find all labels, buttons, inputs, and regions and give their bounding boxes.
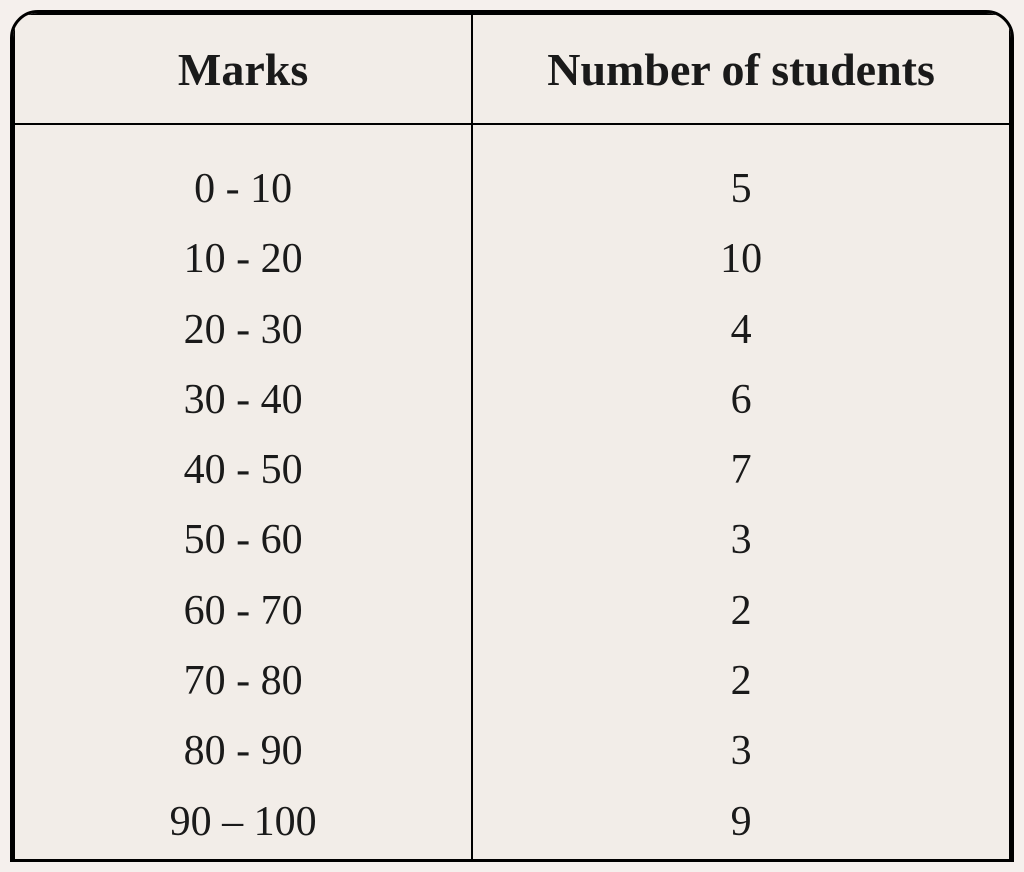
frequency-table: Marks Number of students 0 - 10 10 - 20 … — [10, 10, 1014, 862]
students-list: 5 10 4 6 7 3 2 2 3 9 — [483, 145, 999, 846]
students-value: 9 — [483, 798, 999, 846]
column-header-marks: Marks — [14, 14, 472, 124]
students-value: 4 — [483, 306, 999, 354]
students-value: 3 — [483, 727, 999, 775]
marks-value: 60 - 70 — [25, 587, 461, 635]
marks-value: 40 - 50 — [25, 446, 461, 494]
table-header-row: Marks Number of students — [14, 14, 1010, 124]
marks-value: 80 - 90 — [25, 727, 461, 775]
table: Marks Number of students 0 - 10 10 - 20 … — [13, 13, 1011, 862]
marks-value: 90 – 100 — [25, 798, 461, 846]
students-value: 2 — [483, 587, 999, 635]
students-value: 7 — [483, 446, 999, 494]
students-value: 10 — [483, 235, 999, 283]
marks-value: 0 - 10 — [25, 165, 461, 213]
marks-value: 30 - 40 — [25, 376, 461, 424]
students-value: 3 — [483, 516, 999, 564]
table-data-row: 0 - 10 10 - 20 20 - 30 30 - 40 40 - 50 5… — [14, 124, 1010, 862]
marks-list: 0 - 10 10 - 20 20 - 30 30 - 40 40 - 50 5… — [25, 145, 461, 846]
students-column-cell: 5 10 4 6 7 3 2 2 3 9 — [472, 124, 1010, 862]
marks-value: 50 - 60 — [25, 516, 461, 564]
column-header-students: Number of students — [472, 14, 1010, 124]
marks-column-cell: 0 - 10 10 - 20 20 - 30 30 - 40 40 - 50 5… — [14, 124, 472, 862]
marks-value: 20 - 30 — [25, 306, 461, 354]
students-value: 2 — [483, 657, 999, 705]
marks-value: 70 - 80 — [25, 657, 461, 705]
marks-value: 10 - 20 — [25, 235, 461, 283]
students-value: 5 — [483, 165, 999, 213]
students-value: 6 — [483, 376, 999, 424]
